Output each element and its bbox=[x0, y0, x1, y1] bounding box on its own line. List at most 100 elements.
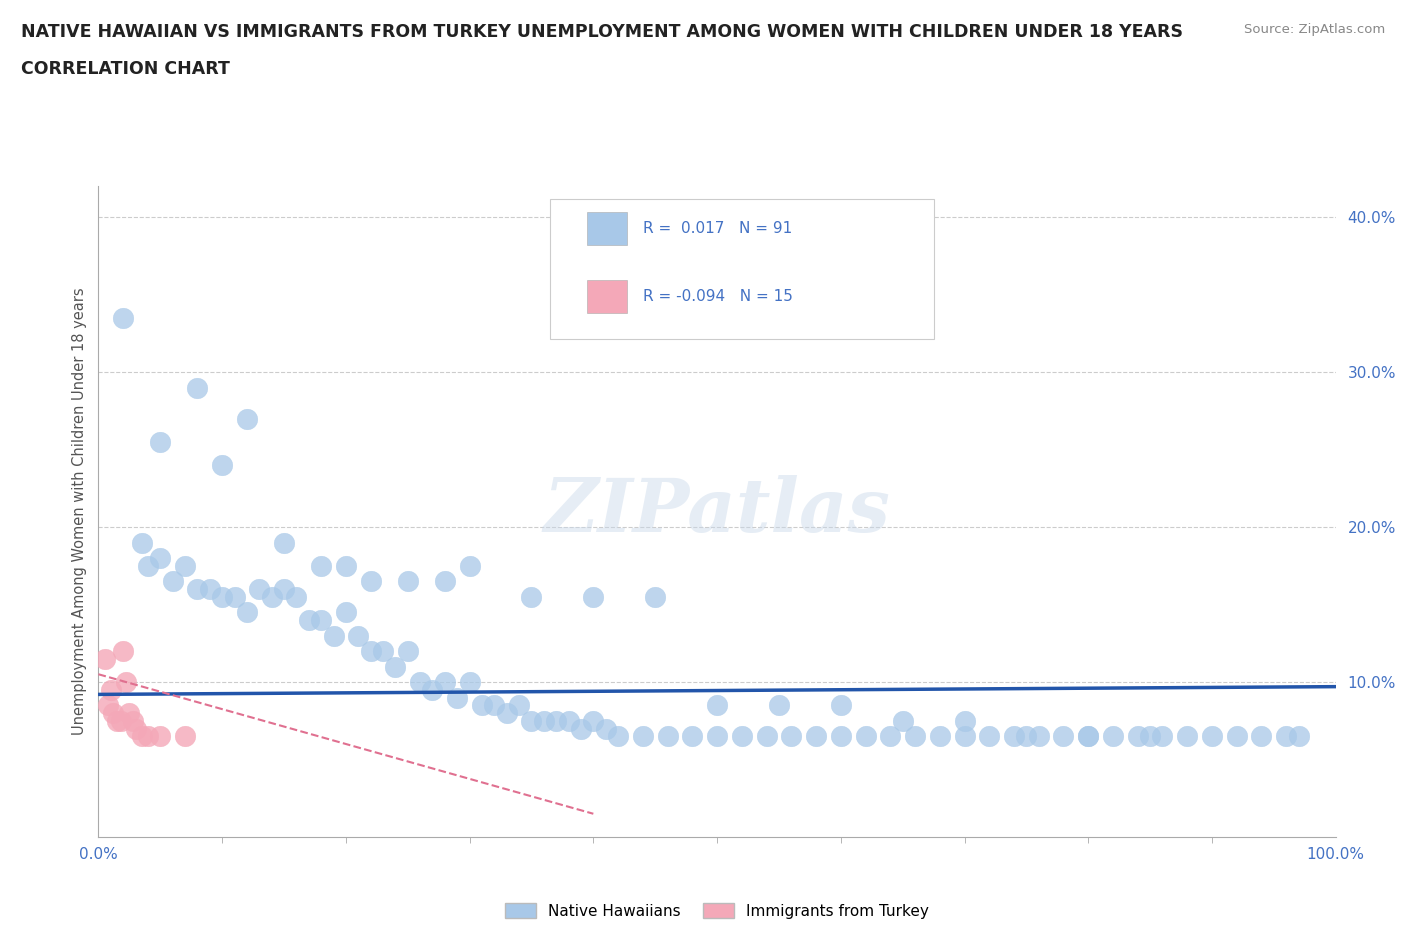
Point bbox=[446, 690, 468, 705]
Point bbox=[855, 729, 877, 744]
Point bbox=[122, 713, 145, 728]
Point bbox=[582, 590, 605, 604]
Point bbox=[1139, 729, 1161, 744]
Text: NATIVE HAWAIIAN VS IMMIGRANTS FROM TURKEY UNEMPLOYMENT AMONG WOMEN WITH CHILDREN: NATIVE HAWAIIAN VS IMMIGRANTS FROM TURKE… bbox=[21, 23, 1182, 41]
Point bbox=[174, 558, 197, 573]
Point bbox=[755, 729, 778, 744]
Point bbox=[1028, 729, 1050, 744]
Text: ZIPatlas: ZIPatlas bbox=[544, 475, 890, 548]
Point bbox=[1275, 729, 1298, 744]
Point bbox=[979, 729, 1001, 744]
Text: R =  0.017   N = 91: R = 0.017 N = 91 bbox=[643, 220, 792, 236]
Point bbox=[236, 604, 259, 619]
Point bbox=[706, 729, 728, 744]
Point bbox=[131, 535, 153, 550]
Point bbox=[224, 590, 246, 604]
Point bbox=[409, 674, 432, 689]
Point bbox=[1002, 729, 1025, 744]
Point bbox=[422, 683, 444, 698]
Point bbox=[309, 558, 332, 573]
Point bbox=[100, 683, 122, 698]
Legend: Native Hawaiians, Immigrants from Turkey: Native Hawaiians, Immigrants from Turkey bbox=[499, 897, 935, 925]
Point bbox=[136, 729, 159, 744]
Point bbox=[495, 706, 517, 721]
Point bbox=[360, 644, 382, 658]
Point bbox=[1015, 729, 1038, 744]
Point bbox=[706, 698, 728, 712]
Point bbox=[1201, 729, 1223, 744]
Point bbox=[546, 713, 568, 728]
Point bbox=[953, 713, 976, 728]
Point bbox=[93, 651, 115, 666]
Point bbox=[458, 558, 481, 573]
Point bbox=[569, 721, 592, 736]
Point bbox=[484, 698, 506, 712]
Point bbox=[247, 581, 270, 596]
Point bbox=[105, 713, 128, 728]
Point bbox=[1226, 729, 1249, 744]
Point bbox=[557, 713, 579, 728]
Point bbox=[112, 644, 135, 658]
Point bbox=[458, 674, 481, 689]
Point bbox=[211, 458, 233, 472]
Point bbox=[830, 729, 852, 744]
Point bbox=[582, 713, 605, 728]
Point bbox=[112, 311, 135, 325]
Point bbox=[879, 729, 901, 744]
Point bbox=[149, 434, 172, 449]
Point bbox=[103, 706, 125, 721]
Point bbox=[433, 674, 456, 689]
Point bbox=[631, 729, 654, 744]
Point bbox=[110, 713, 132, 728]
Point bbox=[273, 535, 295, 550]
Point bbox=[97, 698, 120, 712]
Point bbox=[260, 590, 283, 604]
Point bbox=[149, 551, 172, 565]
Point bbox=[607, 729, 630, 744]
Point bbox=[198, 581, 221, 596]
Point bbox=[149, 729, 172, 744]
Point bbox=[162, 574, 184, 589]
Point bbox=[891, 713, 914, 728]
Point bbox=[533, 713, 555, 728]
Point bbox=[731, 729, 754, 744]
Point bbox=[1175, 729, 1198, 744]
Point bbox=[953, 729, 976, 744]
Y-axis label: Unemployment Among Women with Children Under 18 years: Unemployment Among Women with Children U… bbox=[72, 287, 87, 736]
Point bbox=[335, 604, 357, 619]
Point bbox=[360, 574, 382, 589]
Point bbox=[186, 380, 208, 395]
Point bbox=[768, 698, 790, 712]
Text: CORRELATION CHART: CORRELATION CHART bbox=[21, 60, 231, 78]
Point bbox=[471, 698, 494, 712]
Point bbox=[347, 628, 370, 643]
Point bbox=[298, 613, 321, 628]
Point bbox=[1288, 729, 1310, 744]
Point bbox=[309, 613, 332, 628]
Point bbox=[371, 644, 394, 658]
Point bbox=[780, 729, 803, 744]
Point bbox=[1102, 729, 1125, 744]
FancyBboxPatch shape bbox=[588, 281, 627, 312]
Point bbox=[433, 574, 456, 589]
Text: R = -0.094   N = 15: R = -0.094 N = 15 bbox=[643, 289, 793, 304]
Point bbox=[131, 729, 153, 744]
Point bbox=[136, 558, 159, 573]
Point bbox=[211, 590, 233, 604]
Point bbox=[124, 721, 146, 736]
Point bbox=[1077, 729, 1099, 744]
Point bbox=[1126, 729, 1149, 744]
Point bbox=[335, 558, 357, 573]
Point bbox=[396, 574, 419, 589]
Point bbox=[904, 729, 927, 744]
Point bbox=[804, 729, 827, 744]
Point bbox=[1052, 729, 1074, 744]
Point bbox=[520, 590, 543, 604]
Point bbox=[273, 581, 295, 596]
FancyBboxPatch shape bbox=[550, 199, 934, 339]
Point bbox=[322, 628, 344, 643]
Point bbox=[1077, 729, 1099, 744]
Point bbox=[830, 698, 852, 712]
FancyBboxPatch shape bbox=[588, 212, 627, 245]
Point bbox=[644, 590, 666, 604]
